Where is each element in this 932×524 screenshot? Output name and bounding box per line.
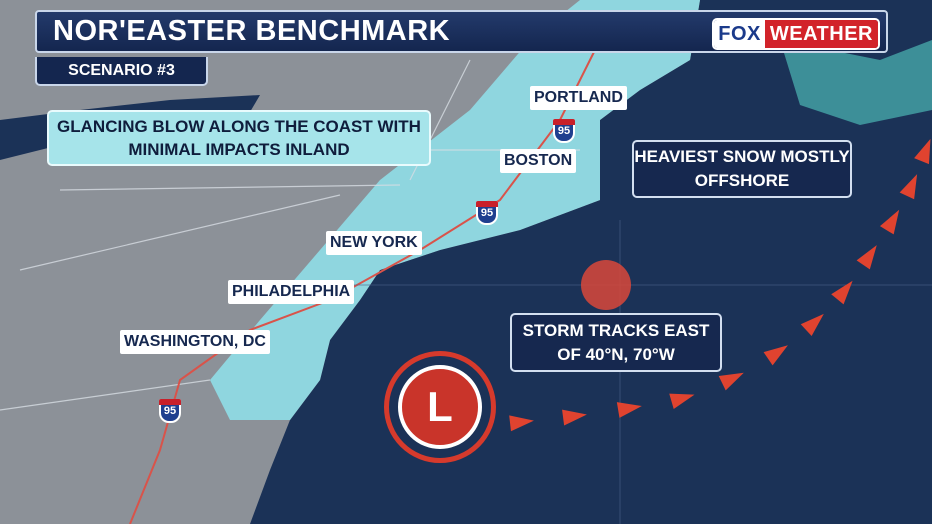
logo-fox: FOX [714,20,765,48]
city-label-portland: PORTLAND [530,86,627,110]
offshore-callout: HEAVIEST SNOW MOSTLY OFFSHORE [632,140,852,198]
low-pressure-label: L [398,365,482,449]
storm-track-arrow [899,174,918,200]
storm-track-arrow [562,409,587,426]
city-label-boston: BOSTON [500,149,577,173]
nova-scotia [780,40,932,125]
city-label-new-york: NEW YORK [326,231,422,255]
track-callout: STORM TRACKS EAST OF 40°N, 70°W [510,313,722,372]
page-title: NOR'EASTER BENCHMARK [53,15,451,47]
storm-track-arrow [616,402,642,418]
storm-track-arrow [856,245,877,270]
city-label-washington-dc: WASHINGTON, DC [120,330,270,354]
i95-shield-icon: 95 [553,119,575,143]
storm-track-arrow [800,313,824,337]
title-bar: NOR'EASTER BENCHMARK FOX WEATHER [35,10,888,53]
scenario-label: SCENARIO #3 [35,57,208,86]
i95-shield-icon: 95 [159,399,181,423]
storm-track [509,138,931,432]
fox-weather-logo: FOX WEATHER [712,18,880,50]
storm-track-arrow [509,415,534,432]
storm-track-arrow [718,372,744,391]
storm-track-arrow [831,280,853,305]
storm-track-arrow [763,345,788,366]
low-pressure-icon: L [384,351,496,463]
i95-shield-icon: 95 [476,201,498,225]
storm-track-arrow [669,393,695,410]
logo-weather: WEATHER [764,20,878,48]
heavy-snow-blob [581,260,631,310]
inland-callout: GLANCING BLOW ALONG THE COAST WITH MINIM… [47,110,431,166]
storm-track-arrow [879,209,900,235]
city-label-philadelphia: PHILADELPHIA [228,280,355,304]
storm-track-arrow [914,138,931,165]
